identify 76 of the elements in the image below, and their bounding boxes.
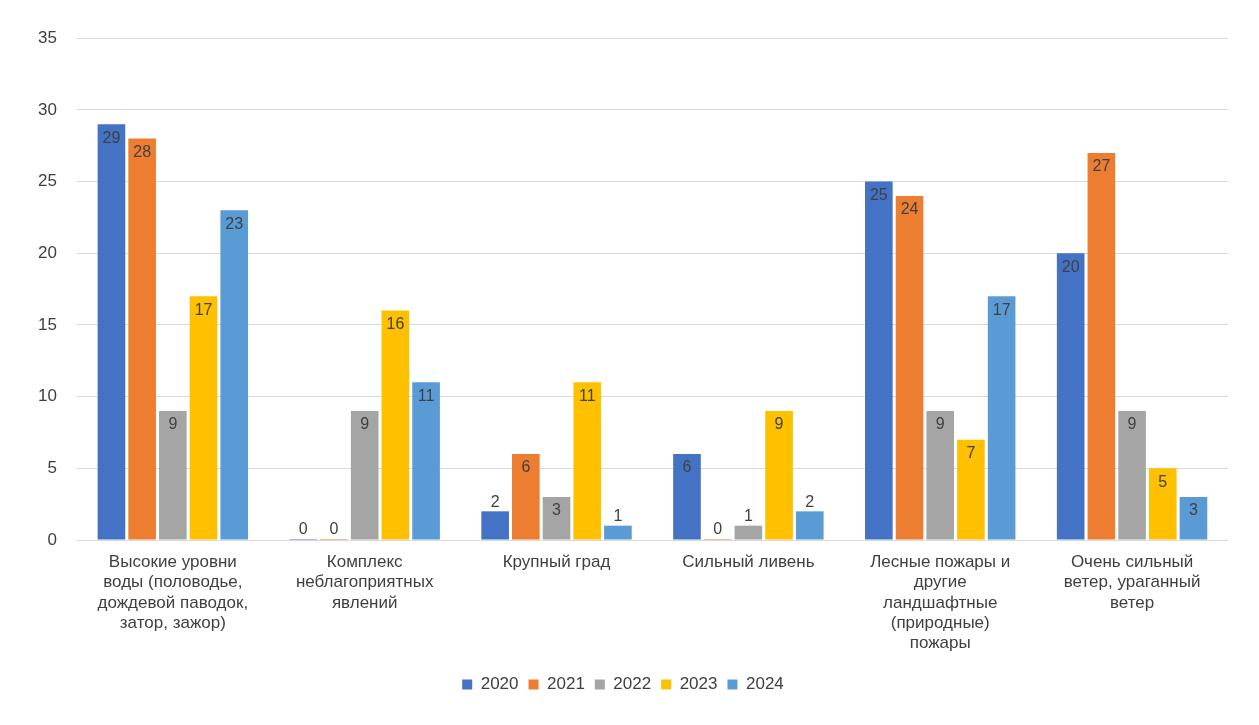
data-label: 5: [1158, 472, 1168, 490]
bar: [189, 296, 218, 540]
data-label: 24: [900, 200, 919, 218]
legend-label: 2024: [745, 674, 784, 694]
data-label: 0: [298, 520, 308, 538]
data-label: 9: [774, 415, 784, 433]
y-tick-label: 25: [37, 171, 57, 191]
y-tick-label: 0: [47, 529, 57, 549]
y-tick-label: 35: [37, 27, 57, 47]
data-label: 28: [133, 142, 152, 160]
data-label: 1: [613, 507, 623, 525]
bar: [926, 410, 955, 540]
data-label: 27: [1092, 157, 1111, 175]
bar: [381, 310, 410, 540]
legend-label: 2023: [679, 674, 718, 694]
data-label: 3: [1189, 501, 1199, 519]
data-label: 1: [743, 507, 753, 525]
bar: [512, 453, 540, 540]
data-label: 7: [966, 444, 976, 462]
bar: [1148, 468, 1177, 540]
y-tick-label: 20: [37, 242, 57, 262]
data-label: 9: [168, 415, 178, 433]
bar: [159, 410, 187, 540]
y-tick-label: 15: [37, 314, 57, 334]
data-label: 17: [992, 300, 1011, 318]
bar: [412, 382, 440, 540]
data-label: 2: [805, 492, 815, 510]
bar: [865, 181, 893, 540]
data-label: 25: [869, 185, 888, 203]
bar: [1179, 496, 1208, 540]
data-label: 3: [552, 501, 562, 519]
legend-label: 2020: [480, 674, 519, 694]
legend-label: 2021: [547, 674, 585, 694]
data-label: 29: [102, 128, 121, 146]
bar: [734, 525, 763, 540]
data-label: 16: [386, 315, 405, 333]
bar: [673, 453, 701, 540]
data-label: 6: [521, 458, 531, 476]
data-label: 20: [1061, 257, 1080, 275]
data-label: 9: [1127, 415, 1137, 433]
data-label: 0: [329, 520, 339, 538]
bar: [895, 195, 924, 540]
bar: [795, 511, 824, 540]
bar: [481, 511, 509, 540]
bar: [1056, 253, 1085, 540]
bar: [573, 382, 602, 540]
bar: [128, 138, 156, 540]
x-tick-label: Высокие уровни воды (половодье, дождевой паводок, затор, зажор): [97, 551, 249, 633]
data-label: 9: [360, 415, 370, 433]
bar: [220, 210, 249, 540]
y-tick-label: 10: [37, 386, 57, 406]
y-tick-label: 30: [37, 99, 57, 119]
x-tick-label: Очень сильный ветер, ураганный ветер: [1063, 551, 1201, 612]
x-tick-label: Крупный град: [502, 551, 611, 571]
data-label: 2: [490, 492, 500, 510]
bar: [1118, 410, 1146, 540]
data-label: 23: [225, 214, 244, 232]
bar: [542, 496, 571, 540]
bar: [97, 124, 126, 540]
x-tick-label: Комплекс неблагоприятных явлений: [295, 551, 434, 612]
bar: [1087, 152, 1116, 540]
data-label: 11: [417, 386, 435, 404]
data-label: 11: [578, 386, 596, 404]
bar: [350, 410, 379, 540]
bar: [604, 525, 632, 540]
bar: [765, 410, 793, 540]
x-tick-label: Лесные пожары и другие ландшафтные (природные) пожары: [870, 551, 1011, 653]
y-tick-label: 5: [47, 458, 57, 477]
legend-label: 2022: [613, 674, 652, 694]
data-label: 6: [682, 458, 692, 476]
data-label: 9: [935, 415, 945, 433]
x-tick-label: Сильный ливень: [682, 551, 815, 571]
data-label: 17: [194, 300, 213, 318]
data-label: 0: [713, 520, 723, 538]
bar: [957, 439, 985, 540]
bar: [987, 296, 1016, 540]
